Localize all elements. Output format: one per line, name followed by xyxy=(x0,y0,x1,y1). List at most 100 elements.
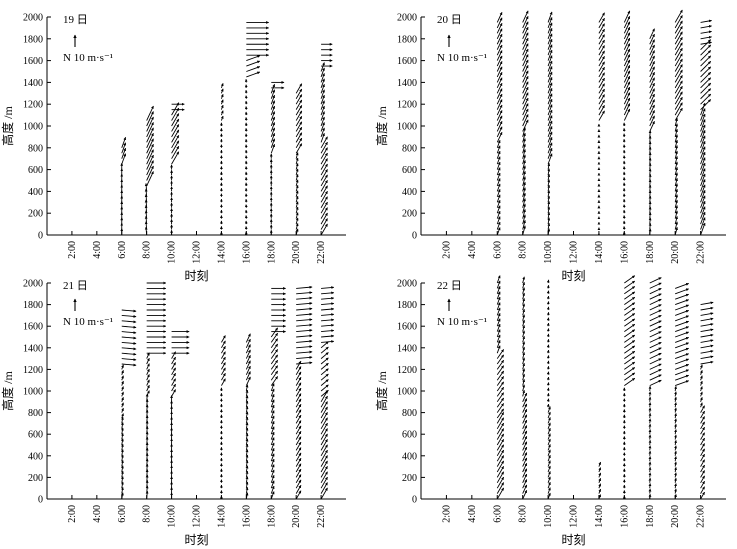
wind-vector xyxy=(674,221,678,230)
wind-vector xyxy=(547,206,551,214)
wind-vector xyxy=(320,395,328,408)
wind-vector xyxy=(547,22,553,34)
wind-vector xyxy=(700,491,705,500)
wind-vector xyxy=(121,314,137,318)
x-axis-title: 时刻 xyxy=(561,269,585,283)
wind-vector xyxy=(546,382,550,386)
wind-vector xyxy=(675,364,689,370)
y-tick-label: 1400 xyxy=(23,343,43,354)
wind-vector xyxy=(547,126,553,138)
y-tick-label: 1400 xyxy=(23,78,43,89)
wind-vector xyxy=(144,194,148,203)
wind-vector xyxy=(624,356,636,365)
wind-vector xyxy=(624,345,636,354)
wind-vector xyxy=(522,314,526,321)
wind-vector xyxy=(623,75,631,89)
wind-vector xyxy=(547,49,553,61)
wind-vector xyxy=(121,375,124,381)
wind-vector xyxy=(320,116,325,127)
y-tick-label: 200 xyxy=(28,473,43,484)
y-tick-label: 1000 xyxy=(23,387,43,398)
wind-vector xyxy=(221,340,226,349)
wind-vector xyxy=(675,353,689,360)
wind-vector xyxy=(649,352,662,360)
wind-vector xyxy=(245,449,249,456)
y-tick-label: 400 xyxy=(402,451,417,462)
wind-vector xyxy=(146,368,150,375)
wind-vector xyxy=(675,358,689,365)
wind-vector xyxy=(547,481,551,489)
wind-vector xyxy=(623,43,631,56)
wind-vector xyxy=(145,485,149,494)
wind-profile-8h xyxy=(522,10,529,236)
wind-vector xyxy=(320,455,328,467)
wind-vector xyxy=(221,362,226,370)
wind-vector xyxy=(295,94,303,105)
wind-vector xyxy=(700,157,706,170)
wind-vector xyxy=(522,86,529,99)
wind-vector xyxy=(171,107,180,121)
wind-vector xyxy=(598,56,605,67)
wind-vector xyxy=(700,200,706,214)
wind-vector xyxy=(598,461,602,467)
wind-vector xyxy=(270,349,279,359)
wind-vector xyxy=(320,471,328,484)
wind-vector xyxy=(171,102,180,116)
wind-vector xyxy=(674,128,678,138)
wind-vector xyxy=(547,77,553,89)
y-tick-label: 2000 xyxy=(397,13,417,24)
wind-vector xyxy=(649,282,662,289)
wind-vector xyxy=(245,338,251,348)
wind-vector xyxy=(320,428,328,440)
wind-vector xyxy=(296,323,313,327)
wind-vector xyxy=(547,28,553,39)
wind-vector xyxy=(674,385,677,392)
wind-vector xyxy=(496,221,501,230)
wind-vector xyxy=(649,66,655,78)
wind-vector xyxy=(674,434,677,440)
wind-vector xyxy=(700,432,705,440)
wind-vector xyxy=(700,211,706,225)
wind-vector xyxy=(295,195,299,203)
wind-vector xyxy=(246,55,261,62)
wind-vector xyxy=(496,82,503,94)
wind-vector xyxy=(496,422,505,435)
wind-vector xyxy=(649,93,655,105)
wind-vector xyxy=(699,370,703,375)
wind-vector xyxy=(496,487,505,500)
wind-vector xyxy=(598,472,602,478)
wind-vector xyxy=(120,427,124,435)
wind-vector xyxy=(649,320,662,327)
wind-vector xyxy=(295,398,302,408)
x-tick-label: 4:00 xyxy=(92,505,103,523)
wind-vector xyxy=(546,376,550,381)
wind-vector xyxy=(296,291,313,295)
wind-vector xyxy=(547,60,553,72)
wind-vector xyxy=(700,113,706,127)
wind-vector xyxy=(700,350,714,354)
wind-vector xyxy=(547,427,551,435)
wind-vector xyxy=(121,407,124,413)
wind-vector xyxy=(674,472,677,478)
wind-vector xyxy=(598,99,605,110)
wind-vector xyxy=(674,31,683,45)
wind-vector xyxy=(547,195,551,203)
wind-vector xyxy=(522,281,526,289)
wind-vector xyxy=(145,447,149,456)
x-tick-label: 10:00 xyxy=(543,241,554,264)
wind-vector xyxy=(674,477,677,483)
wind-vector xyxy=(320,352,329,359)
wind-vector xyxy=(623,103,631,116)
wind-vector xyxy=(522,16,529,29)
y-tick-label: 2000 xyxy=(23,13,43,24)
wind-vector xyxy=(295,132,303,143)
x-tick-label: 8:00 xyxy=(142,241,153,259)
wind-vector xyxy=(295,371,302,381)
wind-vector xyxy=(546,333,550,338)
wind-vector xyxy=(699,402,703,408)
wind-vector xyxy=(295,201,299,208)
wind-profile-22h xyxy=(700,19,712,236)
wind-vector xyxy=(547,217,551,225)
x-tick-label: 6:00 xyxy=(492,241,503,259)
wind-vector xyxy=(674,183,678,192)
